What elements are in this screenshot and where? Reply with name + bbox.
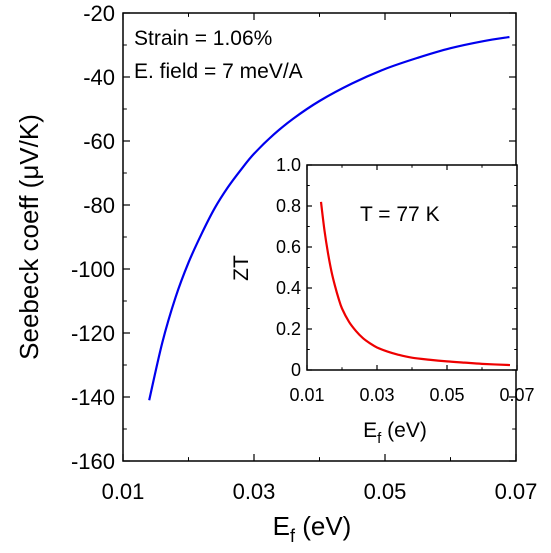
main-x-axis-label-sub: f [290, 526, 296, 546]
inset-x-tick-label: 0.03 [359, 385, 394, 405]
inset-x-axis-label-unit: (eV) [381, 419, 427, 442]
main-tick-labels: 0.01 0.03 0.05 0.07 -160 -140 -120 -100 -80 -60 -4… [71, 1, 537, 504]
main-x-tick-label: 0.03 [233, 479, 276, 504]
main-y-tick-label: -160 [71, 449, 115, 474]
main-x-tick-label: 0.01 [102, 479, 145, 504]
main-y-tick-label: -40 [83, 65, 115, 90]
inset-tick-labels: 0.01 0.03 0.05 0.07 0 0.2 0.4 0.6 0.8 1.0 [276, 155, 535, 405]
inset-series-line [319, 201, 511, 367]
inset-y-tick-label: 0.4 [276, 278, 301, 298]
main-y-axis-label: Seebeck coeff (μV/K) [14, 114, 44, 360]
main-y-tick-label: -80 [83, 193, 115, 218]
main-y-tick-label: -100 [71, 257, 115, 282]
main-y-tick-label: -140 [71, 385, 115, 410]
inset-x-tick-label: 0.07 [499, 385, 534, 405]
inset-y-tick-label: 0.8 [276, 196, 301, 216]
inset-x-tick-label: 0.05 [429, 385, 464, 405]
main-x-tick-label: 0.05 [364, 479, 407, 504]
main-x-axis-label: Ef (eV) [273, 511, 352, 546]
inset-y-tick-label: 1.0 [276, 155, 301, 175]
main-annotation-efield: E. field = 7 meV/A [134, 60, 303, 83]
inset-x-axis-label-main: E [363, 419, 377, 442]
inset-y-tick-label: 0.2 [276, 319, 301, 339]
inset-y-tick-label: 0 [291, 360, 301, 380]
inset-x-tick-label: 0.01 [289, 385, 324, 405]
inset-y-tick-label: 0.6 [276, 237, 301, 257]
inset-ticks [306, 164, 518, 371]
main-x-axis-label-unit: (eV) [295, 511, 351, 541]
main-series-line [148, 35, 510, 401]
inset-background [307, 165, 517, 370]
inset-annotation-temperature: T = 77 K [360, 203, 440, 226]
inset-y-axis-label: ZT [230, 255, 253, 281]
inset-x-axis-label: Ef (eV) [363, 419, 427, 447]
main-y-tick-label: -60 [83, 129, 115, 154]
main-y-tick-label: -20 [83, 1, 115, 26]
main-x-axis-label-main: E [273, 511, 290, 541]
main-x-tick-label: 0.07 [495, 479, 538, 504]
main-y-tick-label: -120 [71, 321, 115, 346]
inset-x-axis-label-sub: f [377, 430, 382, 447]
main-annotation-strain: Strain = 1.06% [134, 27, 272, 50]
